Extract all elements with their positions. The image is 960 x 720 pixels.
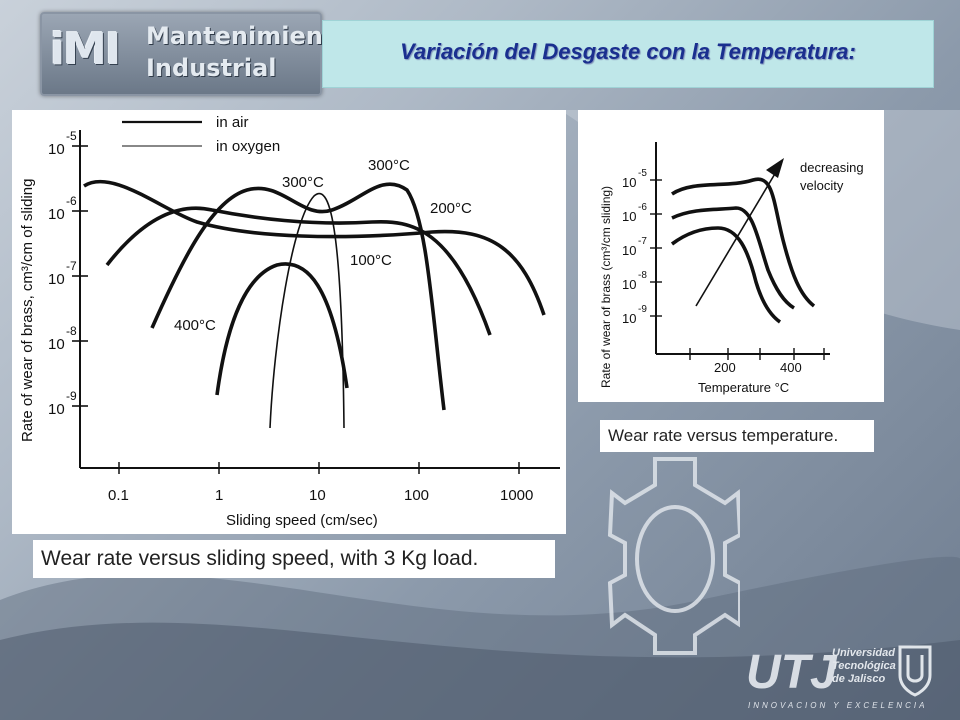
curve-air-400c [215,262,349,396]
utj-logo: UTJ Universidad Tecnológica de Jalisco I… [746,645,946,713]
curve-label: 400°C [174,317,216,334]
y-tick-label: 10 [622,175,636,190]
y-tick-exp: -8 [66,324,77,338]
y-axis-label: Rate of wear of brass, cm³/cm of sliding [19,179,36,442]
chart-temperature: 10-5 10-6 10-7 10-8 10-9 200 400 Tempera… [599,142,864,395]
curve-oxygen-300c [269,192,345,429]
logo-line1: Mantenimiento [146,22,351,50]
x-axis-label: Sliding speed (cm/sec) [226,512,378,529]
utj-tagline: INNOVACION Y EXCELENCIA [748,701,928,710]
y-tick-label: 10 [48,336,65,353]
curve-temp-mid-velocity [671,206,795,310]
imi-logo: iMI Mantenimiento Industrial [40,12,351,96]
caption-temperature: Wear rate versus temperature. [600,420,874,452]
y-tick-exp: -8 [638,270,647,281]
y-tick-exp: -6 [66,194,77,208]
caption-sliding-speed: Wear rate versus sliding speed, with 3 K… [33,540,555,578]
logo-imi-text: iMI [50,24,121,75]
gear-icon [607,457,740,655]
velocity-arrow [695,171,777,307]
curve-temp-high-velocity [670,226,782,324]
y-tick-label: 10 [48,206,65,223]
curve-air-100c [83,179,546,316]
curve-air-300c [150,182,446,411]
x-tick-label: 100 [404,487,429,504]
title-bar: Variación del Desgaste con la Temperatur… [322,20,934,88]
curve-label: 300°C [368,157,410,174]
y-tick-label: 10 [622,209,636,224]
curve-temp-low-velocity [671,177,816,308]
y-tick-label: 10 [48,401,65,418]
annotation-line1: decreasing [800,160,864,175]
y-axis-label: Rate of wear of brass (cm³/cm sliding) [599,186,613,388]
curve-air-200c [105,206,492,336]
velocity-arrow-head [766,158,784,178]
chart-panel-temperature: 10 -5 10 -6 10 -7 10 -8 10 -9 200 400 Tempera… [578,110,884,402]
y-tick-exp: -9 [638,304,647,315]
y-tick-label: 10 [622,311,636,326]
y-tick-exp: -5 [66,129,77,143]
x-tick-label: 10 [309,487,326,504]
utj-sub-line1: Universidad [832,647,895,659]
curve-label: 300°C [282,174,324,191]
x-tick-label: 1 [215,487,223,504]
legend-label-oxygen: in oxygen [216,138,280,155]
utj-sub-line3: de Jalisco [832,673,886,685]
chart-sliding-speed: 10-5 10-6 10-7 10-8 10-9 0.1 1 10 100 10… [19,114,560,529]
x-tick-label: 200 [714,360,736,375]
x-tick-label: 1000 [500,487,533,504]
utj-logo-main: UTJ [746,646,837,699]
y-tick-label: 10 [622,277,636,292]
curve-label: 100°C [350,252,392,269]
utj-shield-icon [898,645,932,697]
y-tick-exp: -6 [638,202,647,213]
y-tick-label: 10 [48,141,65,158]
x-tick-label: 400 [780,360,802,375]
y-tick-exp: -5 [638,168,647,179]
page-title: Variación del Desgaste con la Temperatur… [400,39,856,64]
chart-panel-sliding-speed: 10 -5 10 -6 10 -7 10 -8 10 -9 0.1 1 10 100 10… [12,110,566,534]
utj-logo-subtitle: Universidad Tecnológica de Jalisco [832,647,896,686]
x-tick-label: 0.1 [108,487,129,504]
logo-line2: Industrial [146,54,277,82]
x-axis-label: Temperature °C [698,380,789,395]
y-tick-exp: -7 [638,236,647,247]
y-tick-exp: -7 [66,259,77,273]
annotation-line2: velocity [800,178,844,193]
y-tick-label: 10 [622,243,636,258]
y-tick-label: 10 [48,271,65,288]
legend-label-air: in air [216,114,249,131]
curve-label: 200°C [430,200,472,217]
utj-sub-line2: Tecnológica [832,660,896,672]
y-tick-exp: -9 [66,389,77,403]
